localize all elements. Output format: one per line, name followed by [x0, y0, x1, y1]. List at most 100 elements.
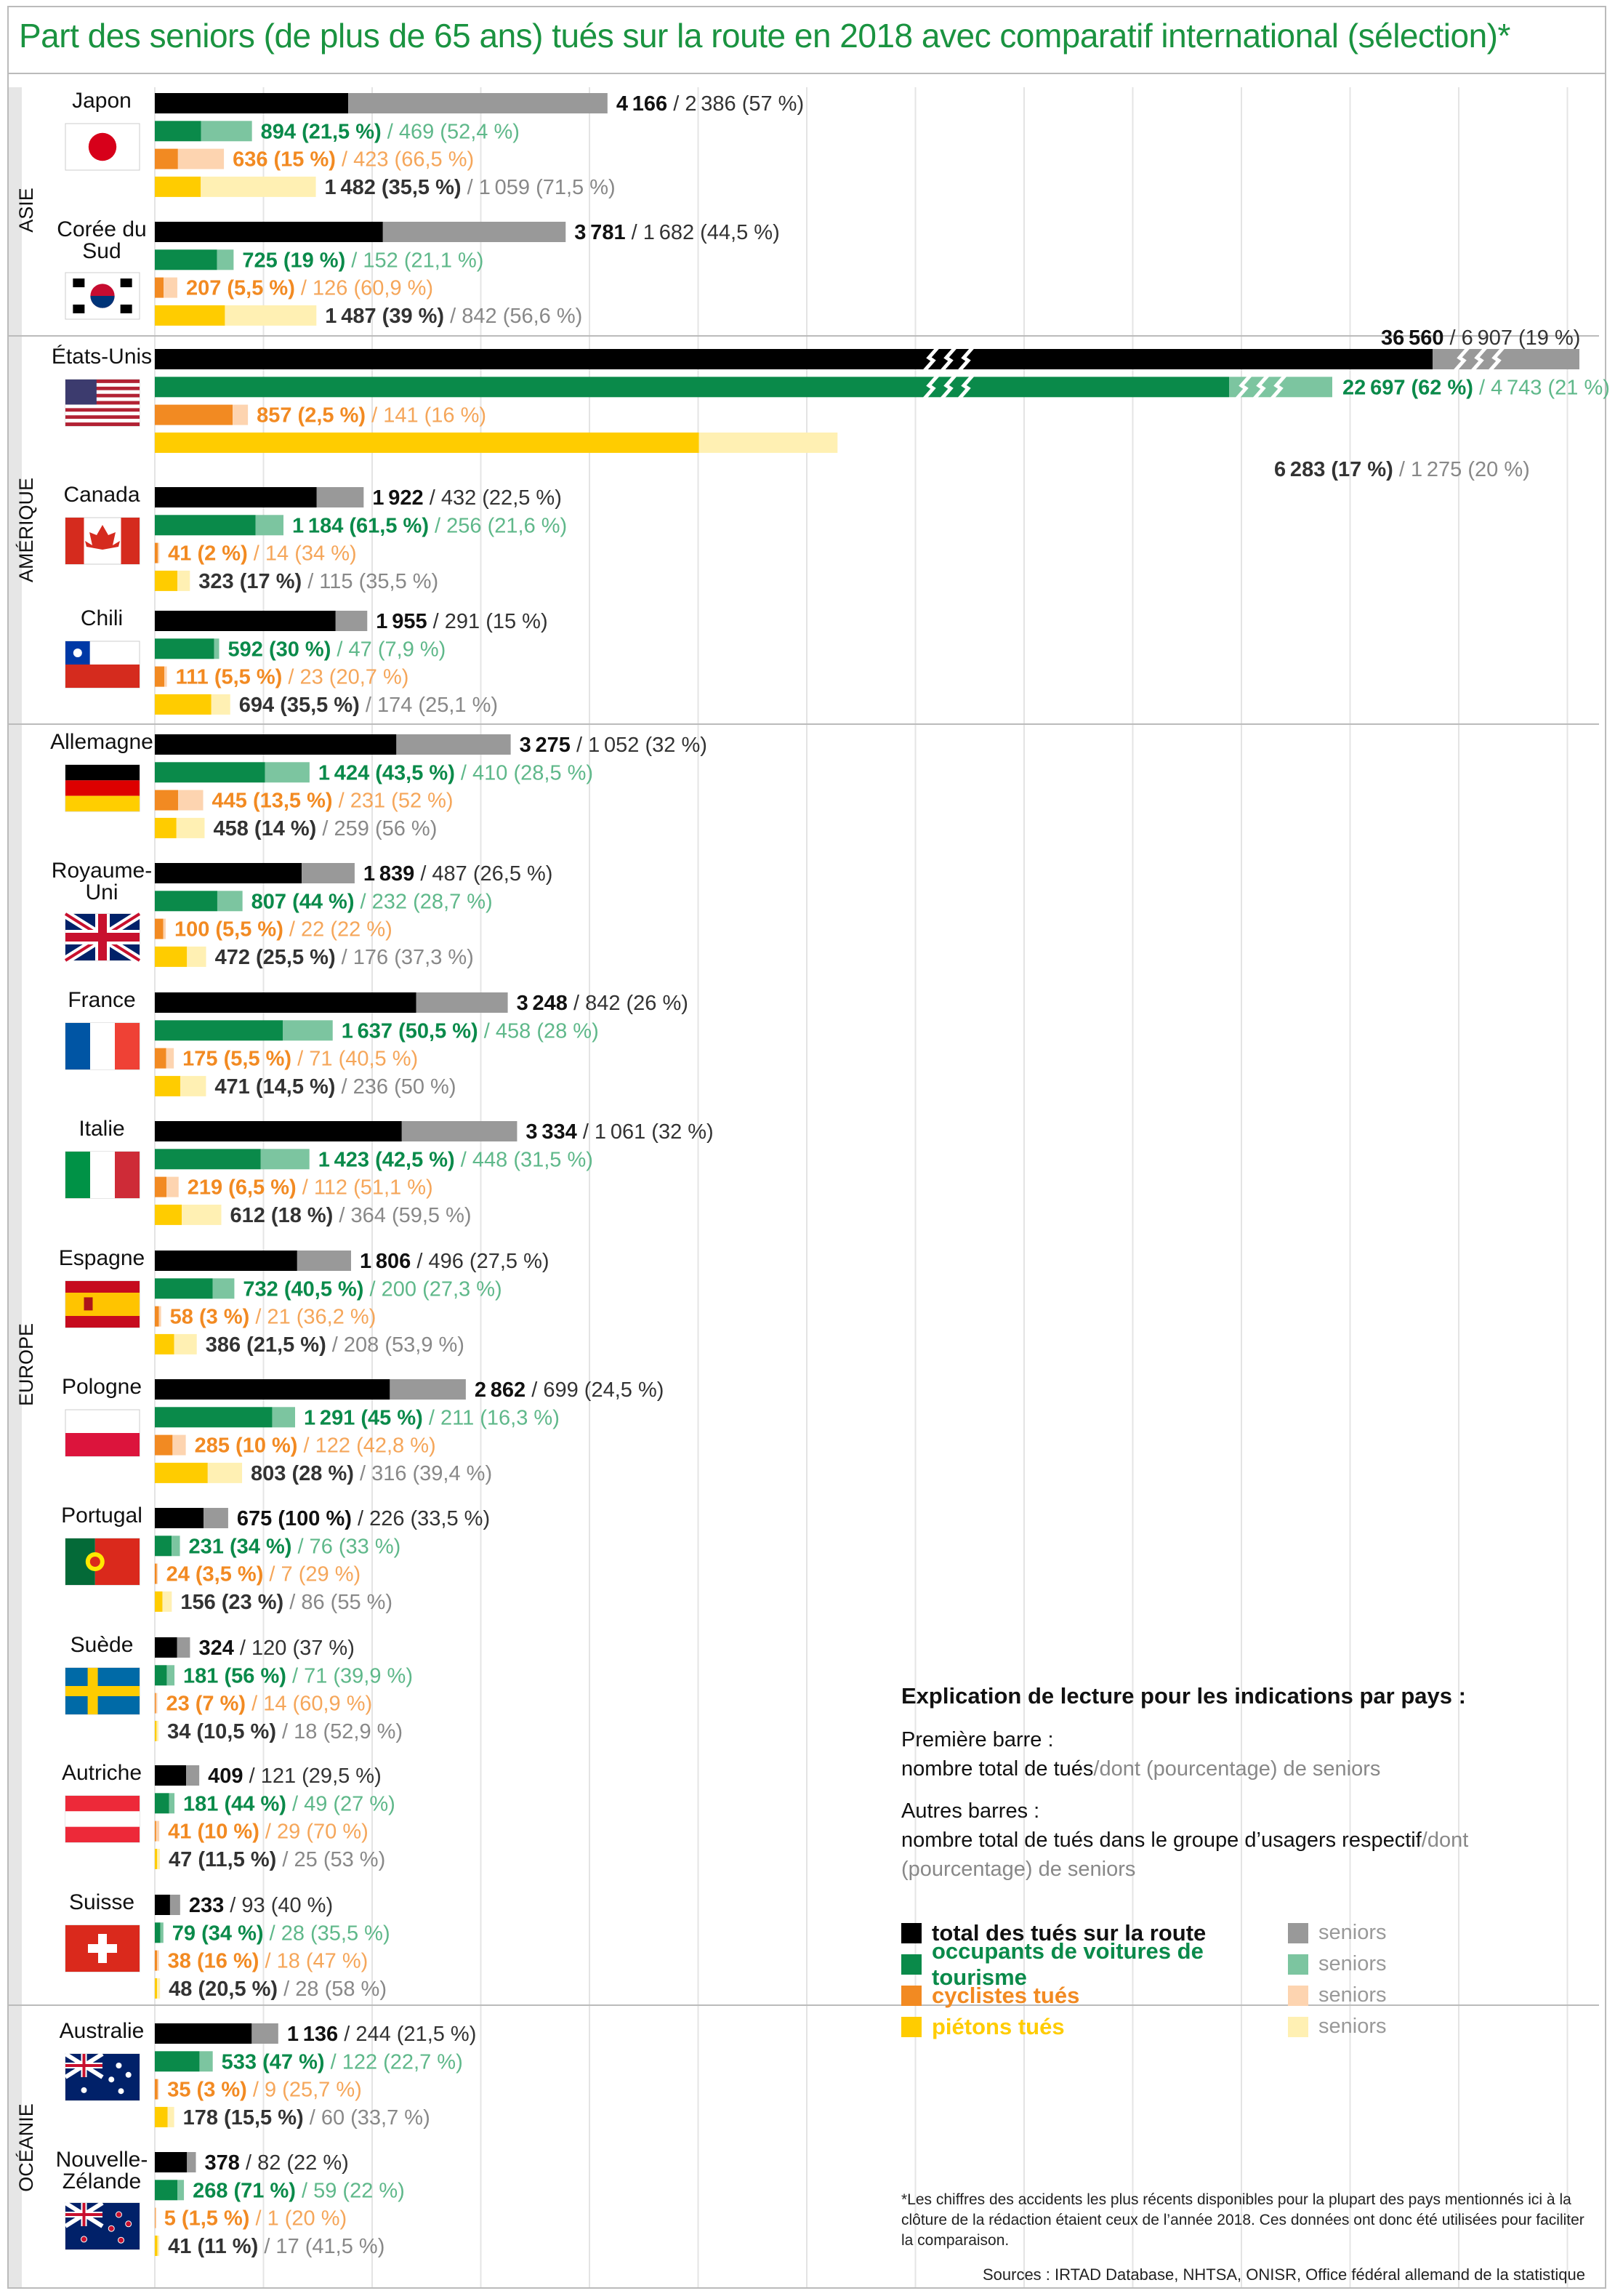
legend-other-bars-label: Autres barres :: [901, 1799, 1040, 1823]
legend-other-bars-sub: /dont (pourcentage) de seniors: [901, 1829, 1469, 1881]
ped-value-label: 472 (25,5 %) / 176 (37,3 %): [215, 946, 474, 969]
sources: Sources : IRTAD Database, NHTSA, ONISR, …: [982, 2265, 1585, 2284]
total-bar: [155, 734, 397, 755]
total-bar: [155, 1895, 170, 1915]
cycle-bar: [155, 666, 165, 687]
ped-bar: [155, 946, 188, 967]
ped-senior-bar: [156, 1720, 159, 1741]
break-mark: [1452, 345, 1471, 374]
car-bar: [155, 762, 265, 783]
cycle-value-label: 100 (5,5 %) / 22 (22 %): [174, 918, 392, 942]
country-name: Chili: [81, 606, 123, 630]
car-bar: [155, 377, 1229, 398]
break-mark: [1252, 372, 1270, 401]
break-mark: [1487, 345, 1506, 374]
car-bar: [155, 891, 217, 912]
title-divider: [9, 73, 1605, 74]
ped-value-label: 41 (11 %) / 17 (41,5 %): [168, 2235, 384, 2258]
total-value-label: 1 136 / 244 (21,5 %): [287, 2023, 477, 2046]
car-value-label: 533 (47 %) / 122 (22,7 %): [222, 2050, 463, 2074]
legend-seniors-label: seniors: [1318, 1983, 1387, 2007]
break-mark: [939, 345, 958, 374]
flag-shape: [65, 665, 140, 688]
ped-value-label: 34 (10,5 %) / 18 (52,9 %): [167, 1720, 403, 1743]
car-senior-bar: [217, 891, 243, 912]
car-value-label: 268 (71 %) / 59 (22 %): [193, 2179, 405, 2202]
legend-first-bar-main: nombre total de tués: [901, 1757, 1094, 1781]
total-senior-bar: [316, 487, 364, 507]
car-value-label: 231 (34 %) / 76 (33 %): [189, 1535, 401, 1558]
ped-value-label: 386 (21,5 %) / 208 (53,9 %): [206, 1333, 464, 1357]
car-value-label: 807 (44 %) / 232 (28,7 %): [251, 890, 493, 913]
flag-shape: [118, 2236, 124, 2244]
ped-senior-bar: [174, 1333, 197, 1354]
total-bar: [155, 1121, 402, 1141]
legend-swatch: [901, 2016, 922, 2037]
total-senior-bar: [401, 1121, 517, 1141]
break-mark: [922, 372, 941, 401]
total-value-label: 3 334 / 1 061 (32 %): [525, 1120, 713, 1144]
car-value-label: 592 (30 %) / 47 (7,9 %): [228, 638, 446, 661]
total-senior-bar: [297, 1251, 351, 1271]
car-bar: [155, 1407, 273, 1428]
country-name: Zélande: [63, 2169, 141, 2193]
country-name: Australie: [60, 2019, 145, 2043]
legend-first-bar-desc: nombre total de tués/dont (pourcentage) …: [901, 1754, 1599, 1783]
cycle-value-label: 35 (3 %) / 9 (25,7 %): [167, 2079, 362, 2102]
legend-seniors: seniors: [1288, 1921, 1387, 1945]
cycle-senior-bar: [156, 1821, 160, 1842]
flag-shape: [120, 304, 132, 313]
car-bar: [155, 515, 256, 536]
ped-bar: [155, 1204, 182, 1225]
flag-shape: [65, 518, 84, 564]
break-mark: [1269, 372, 1288, 401]
total-senior-bar: [186, 1765, 200, 1786]
car-senior-bar: [169, 1793, 175, 1814]
country-name: États-Unis: [52, 345, 152, 369]
total-value-label: 378 / 82 (22 %): [205, 2151, 349, 2175]
cycle-value-label: 445 (13,5 %) / 231 (52 %): [212, 790, 454, 813]
legend-seniors: seniors: [1288, 1952, 1387, 1976]
flag-shape: [65, 401, 140, 405]
cycle-senior-bar: [233, 404, 249, 425]
region-label: AMÉRIQUE: [15, 478, 37, 582]
legend-senior-swatch: [1288, 1985, 1308, 2006]
total-bar: [155, 1765, 187, 1786]
flag-shape: [108, 2076, 115, 2083]
car-senior-bar: [201, 121, 252, 142]
cycle-value-label: 219 (6,5 %) / 112 (51,1 %): [188, 1176, 433, 1200]
cycle-bar: [155, 1563, 157, 1584]
flag-shape: [65, 1686, 140, 1696]
cycle-bar: [155, 1306, 159, 1327]
total-senior-bar: [390, 1379, 466, 1400]
flag-shape: [73, 649, 82, 657]
total-value-label: 3 248 / 842 (26 %): [517, 992, 688, 1015]
cycle-value-label: 5 (1,5 %) / 1 (20 %): [164, 2207, 347, 2231]
flag-shape: [115, 1023, 140, 1069]
car-senior-bar: [166, 1665, 175, 1686]
flag-shape: [65, 419, 140, 423]
flag-shape: [73, 278, 85, 288]
ped-bar: [155, 1462, 208, 1483]
cycle-senior-bar: [155, 2207, 157, 2228]
cycle-value-label: 24 (3,5 %) / 7 (29 %): [166, 1563, 361, 1586]
flag-shape: [81, 2236, 87, 2243]
car-senior-bar: [172, 1536, 180, 1557]
car-senior-bar: [212, 1278, 235, 1299]
chart-frame: [7, 6, 1606, 2289]
cycle-senior-bar: [164, 277, 177, 298]
cycle-value-label: 41 (2 %) / 14 (34 %): [168, 542, 357, 566]
cycle-bar: [155, 542, 158, 563]
reading-legend: Explication de lecture pour les indicati…: [901, 1683, 1599, 2042]
legend-seniors-label: seniors: [1318, 1921, 1387, 1944]
country-name: Suisse: [69, 1890, 134, 1914]
flag-shape: [65, 386, 140, 390]
flag-shape: [65, 2213, 102, 2216]
country-name: France: [68, 988, 135, 1012]
flag-shape: [65, 408, 140, 412]
car-senior-bar: [272, 1407, 296, 1428]
cycle-value-label: 23 (7 %) / 14 (60,9 %): [166, 1693, 372, 1716]
cycle-bar: [155, 404, 233, 425]
ped-senior-bar: [162, 1591, 172, 1612]
legend-senior-swatch: [1288, 2016, 1308, 2037]
